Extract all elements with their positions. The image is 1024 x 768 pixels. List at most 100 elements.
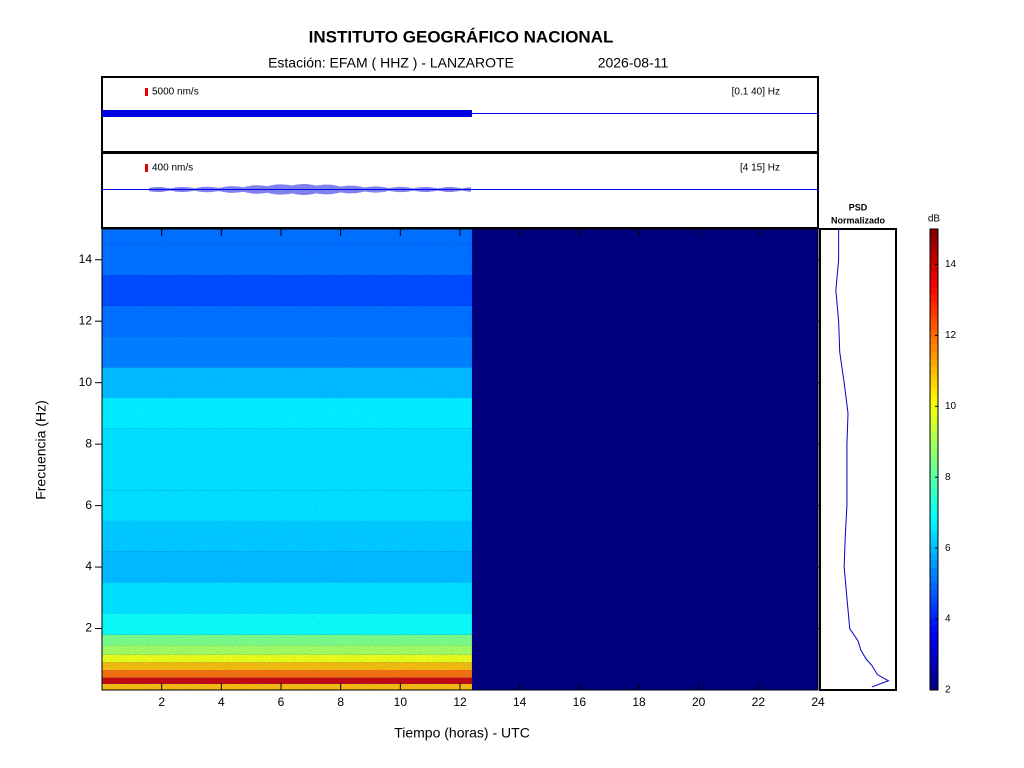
colorbar-tick-label: 8 <box>945 472 951 483</box>
chart-title: INSTITUTO GEOGRÁFICO NACIONAL <box>309 27 614 46</box>
colorbar-step <box>930 279 938 288</box>
x-tick-label: 16 <box>573 695 587 709</box>
colorbar-step <box>930 344 938 352</box>
colorbar-tick-label: 2 <box>945 685 951 696</box>
x-tick-label: 10 <box>394 695 408 709</box>
y-tick-label: 6 <box>85 498 92 512</box>
colorbar-step <box>930 308 938 316</box>
colorbar-step <box>930 481 938 489</box>
colorbar-label: dB <box>928 214 941 225</box>
colorbar-step <box>930 682 938 691</box>
y-tick-label: 12 <box>79 313 93 327</box>
y-tick-label: 8 <box>85 436 92 450</box>
colorbar-step <box>930 610 938 619</box>
colorbar-step <box>930 301 938 309</box>
colorbar-step <box>930 401 938 410</box>
trace-signal <box>149 184 471 195</box>
colorbar-step <box>930 243 938 252</box>
colorbar-step <box>930 538 938 547</box>
colorbar-step <box>930 315 938 324</box>
colorbar-step <box>930 646 938 655</box>
trace-band: [4 15] Hz <box>740 163 780 174</box>
colorbar-step <box>930 380 938 388</box>
colorbar-step <box>930 365 938 374</box>
colorbar-step <box>930 358 938 367</box>
x-tick-label: 22 <box>752 695 766 709</box>
colorbar-step <box>930 409 938 417</box>
date: 2026-08-11 <box>598 55 669 71</box>
colorbar-tick-label: 10 <box>945 401 957 412</box>
colorbar-step <box>930 437 938 446</box>
colorbar-step <box>930 430 938 439</box>
colorbar-step <box>930 236 938 244</box>
trace-signal <box>102 110 472 117</box>
trace-scale: 5000 nm/s <box>152 87 199 98</box>
colorbar-step <box>930 416 938 424</box>
x-tick-label: 2 <box>158 695 165 709</box>
colorbar-step <box>930 265 938 273</box>
y-tick-label: 4 <box>85 559 92 573</box>
spectrogram <box>102 229 472 690</box>
colorbar-step <box>930 603 938 612</box>
colorbar-step <box>930 509 938 518</box>
x-axis-label: Tiempo (horas) - UTC <box>394 725 530 741</box>
x-tick-label: 14 <box>513 695 527 709</box>
colorbar-step <box>930 632 938 641</box>
colorbar-step <box>930 452 938 460</box>
colorbar-step <box>930 445 938 453</box>
colorbar-step <box>930 653 938 662</box>
colorbar-step <box>930 639 938 648</box>
psd-label: PSD <box>849 202 868 212</box>
colorbar-step <box>930 473 938 482</box>
colorbar-step <box>930 574 938 583</box>
trace-band: [0.1 40] Hz <box>732 87 780 98</box>
colorbar-step <box>930 322 938 331</box>
psd-panel <box>819 228 897 691</box>
colorbar-step <box>930 351 938 360</box>
colorbar-step <box>930 257 938 266</box>
colorbar-frame <box>929 228 939 691</box>
colorbar-tick-label: 6 <box>945 543 951 554</box>
psd-label: Normalizado <box>831 215 886 225</box>
colorbar-step <box>930 250 938 259</box>
colorbar-step <box>930 387 938 396</box>
colorbar-step <box>930 675 938 684</box>
x-tick-label: 4 <box>218 695 225 709</box>
colorbar-step <box>930 466 938 475</box>
colorbar-step <box>930 545 938 554</box>
colorbar-step <box>930 329 938 338</box>
colorbar-step <box>930 531 938 540</box>
colorbar-step <box>930 394 938 403</box>
x-tick-label: 8 <box>337 695 344 709</box>
x-tick-label: 24 <box>811 695 825 709</box>
colorbar-step <box>930 661 938 669</box>
colorbar-step <box>930 589 938 597</box>
colorbar-step <box>930 286 938 295</box>
x-tick-label: 18 <box>632 695 646 709</box>
colorbar-step <box>930 337 938 345</box>
colorbar-step <box>930 560 938 569</box>
colorbar-step <box>930 581 938 590</box>
x-tick-label: 12 <box>453 695 467 709</box>
colorbar-step <box>930 625 938 633</box>
colorbar-tick-label: 4 <box>945 614 951 625</box>
colorbar-step <box>930 553 938 561</box>
colorbar-step <box>930 459 938 468</box>
colorbar-step <box>930 567 938 576</box>
trace-scale-bar <box>145 88 148 96</box>
colorbar-step <box>930 668 938 677</box>
y-tick-label: 14 <box>79 252 93 266</box>
y-tick-label: 2 <box>85 621 92 635</box>
colorbar-step <box>930 272 938 280</box>
colorbar-step <box>930 596 938 605</box>
x-tick-label: 20 <box>692 695 706 709</box>
y-axis-label: Frecuencia (Hz) <box>33 400 49 500</box>
colorbar-tick-label: 12 <box>945 330 957 341</box>
colorbar-step <box>930 517 938 525</box>
colorbar-step <box>930 495 938 504</box>
station: Estación: EFAM ( HHZ ) - LANZAROTE <box>268 55 514 71</box>
y-tick-label: 10 <box>79 375 93 389</box>
colorbar-step <box>930 617 938 626</box>
colorbar-step <box>930 423 938 432</box>
